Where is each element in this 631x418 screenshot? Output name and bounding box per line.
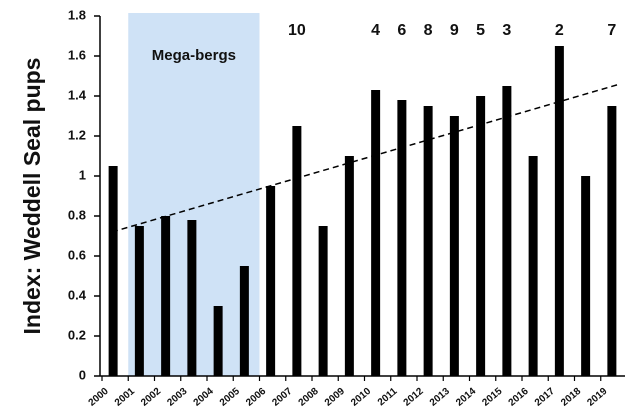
y-tick-label: 1.2 [68,127,86,142]
bar [554,46,564,376]
x-tick-label: 2007 [270,386,294,409]
y-tick-label: 0 [79,367,86,382]
x-tick-label: 2016 [507,386,531,409]
bar [187,220,197,376]
x-tick-label: 2001 [113,386,137,409]
y-tick-label: 0.6 [68,247,86,262]
annotation: 10 [288,22,306,39]
annotation: 2 [555,22,564,39]
region-label: Mega-bergs [152,47,236,64]
bar [371,90,381,376]
bar [108,166,118,376]
x-tick-label: 2002 [139,386,163,409]
bar [528,156,538,376]
x-tick-label: 2008 [297,386,321,409]
bar [239,266,249,376]
x-tick-label: 2010 [349,386,373,409]
bar [397,100,407,376]
annotation: 9 [450,22,459,39]
annotation: 7 [607,22,616,39]
bar [213,306,223,376]
x-tick-label: 2006 [244,386,268,409]
y-tick-label: 1.8 [68,7,86,22]
bar [318,226,328,376]
x-tick-label: 2011 [376,386,400,409]
x-tick-label: 2004 [192,386,216,409]
annotation: 3 [502,22,511,39]
trend-line [111,83,621,233]
annotation: 5 [476,22,485,39]
x-tick-label: 2014 [454,386,478,409]
bar [161,216,171,376]
y-tick-label: 0.8 [68,207,86,222]
x-tick-label: 2013 [428,386,452,409]
annotation: 6 [397,22,406,39]
annotation: 8 [424,22,433,39]
y-axis-label: Index: Weddell Seal pups [19,58,45,335]
bar [292,126,302,376]
x-tick-label: 2000 [87,386,111,409]
bar [476,96,486,376]
y-tick-label: 1 [79,167,86,182]
x-tick-label: 2019 [585,386,609,409]
x-tick-label: 2009 [323,386,347,409]
bar [134,226,144,376]
x-tick-label: 2017 [533,386,557,409]
bar [581,176,591,376]
x-tick-label: 2003 [165,386,189,409]
y-tick-label: 0.2 [68,327,86,342]
bar [344,156,354,376]
bar [266,186,276,376]
bar [607,106,617,376]
x-tick-label: 2015 [480,386,504,409]
y-tick-label: 1.4 [68,87,87,102]
bar [502,86,512,376]
bar [423,106,433,376]
y-tick-label: 0.4 [68,287,87,302]
bar [449,116,459,376]
x-tick-label: 2018 [559,386,583,409]
annotation: 4 [371,22,380,39]
x-tick-label: 2005 [218,386,242,409]
y-tick-label: 1.6 [68,47,86,62]
x-tick-label: 2012 [402,386,426,409]
